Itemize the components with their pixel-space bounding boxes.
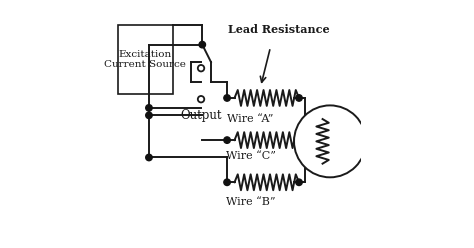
Text: RTD: RTD — [320, 134, 350, 148]
Text: Wire “B”: Wire “B” — [226, 197, 275, 207]
Circle shape — [146, 154, 152, 161]
Text: Wire “C”: Wire “C” — [226, 151, 275, 161]
Text: Lead Resistance: Lead Resistance — [228, 24, 330, 35]
Circle shape — [296, 179, 302, 186]
Circle shape — [146, 112, 152, 119]
Circle shape — [198, 65, 204, 71]
Circle shape — [198, 96, 204, 102]
FancyBboxPatch shape — [118, 25, 173, 94]
Text: Wire “A”: Wire “A” — [228, 114, 274, 124]
Circle shape — [224, 179, 230, 186]
Circle shape — [199, 41, 206, 48]
Circle shape — [294, 105, 366, 177]
Circle shape — [224, 137, 230, 143]
Circle shape — [296, 95, 302, 101]
Circle shape — [146, 105, 152, 111]
Text: Output: Output — [180, 109, 222, 122]
Text: Excitation
Current Source: Excitation Current Source — [104, 50, 186, 69]
Circle shape — [224, 95, 230, 101]
